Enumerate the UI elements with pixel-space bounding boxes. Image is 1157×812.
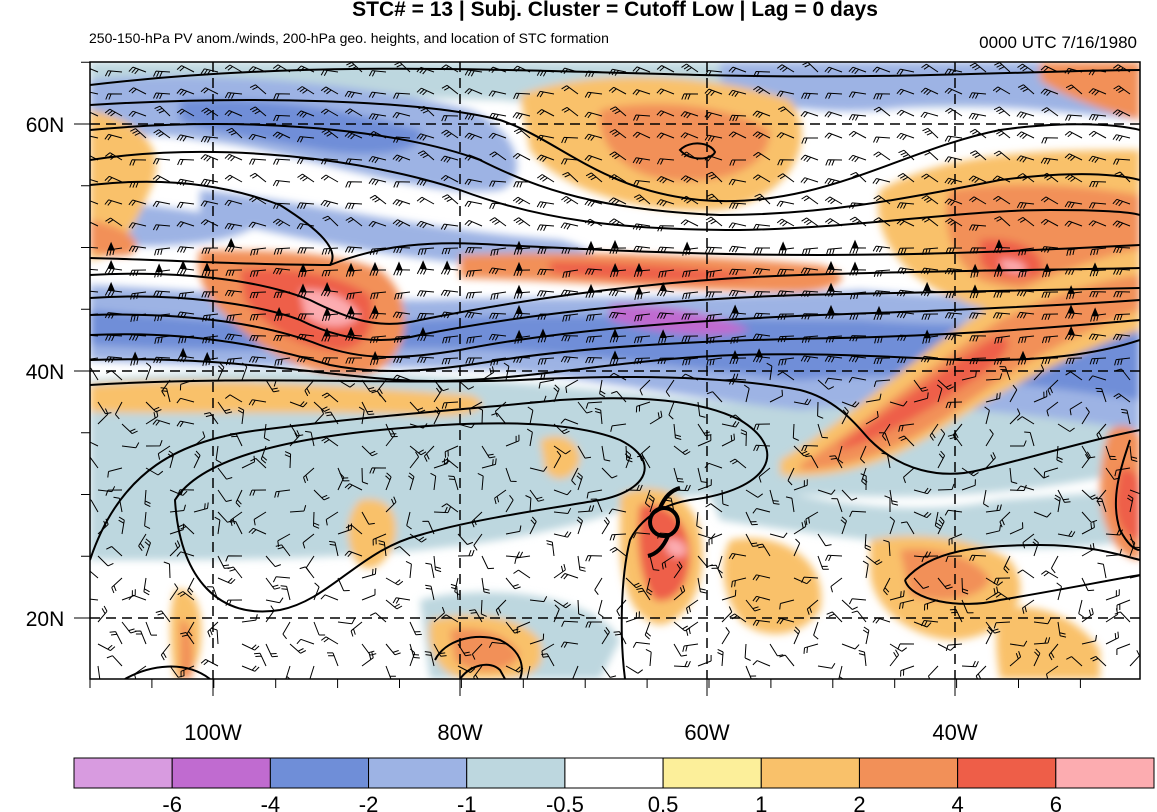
lon-label: 40W xyxy=(932,720,977,745)
lat-label: 60N xyxy=(26,114,65,137)
colorbar-swatch xyxy=(1056,758,1154,788)
colorbar-swatch xyxy=(565,758,663,788)
colorbar-label: -0.5 xyxy=(546,792,584,812)
colorbar-label: 4 xyxy=(952,792,964,812)
colorbar-swatch xyxy=(958,758,1056,788)
colorbar-swatch xyxy=(74,758,172,788)
colorbar-swatch xyxy=(369,758,467,788)
colorbar-label: 1 xyxy=(755,792,767,812)
colorbar-label: -6 xyxy=(162,792,182,812)
colorbar-label: 0.5 xyxy=(648,792,679,812)
pv-anomaly-field xyxy=(81,62,1147,683)
colorbar-swatch xyxy=(761,758,859,788)
lat-label: 40N xyxy=(26,361,65,384)
colorbar-label: -2 xyxy=(359,792,379,812)
lat-label: 20N xyxy=(26,608,65,631)
colorbar-swatch xyxy=(663,758,761,788)
colorbar-label: 6 xyxy=(1050,792,1062,812)
lon-label: 60W xyxy=(684,720,729,745)
colorbar-label: -4 xyxy=(261,792,281,812)
colorbar-swatch xyxy=(467,758,565,788)
lon-label: 100W xyxy=(184,720,242,745)
wind-pennant xyxy=(84,240,90,247)
colorbar-swatch xyxy=(859,758,957,788)
colorbar-label: -1 xyxy=(457,792,477,812)
colorbar-swatch xyxy=(172,758,270,788)
colorbar: -6 -4 -2 -1 -0.5 0.5 1 2 4 6 xyxy=(74,758,1154,812)
lon-label: 80W xyxy=(437,720,482,745)
colorbar-label: 2 xyxy=(853,792,865,812)
colorbar-swatch xyxy=(270,758,368,788)
